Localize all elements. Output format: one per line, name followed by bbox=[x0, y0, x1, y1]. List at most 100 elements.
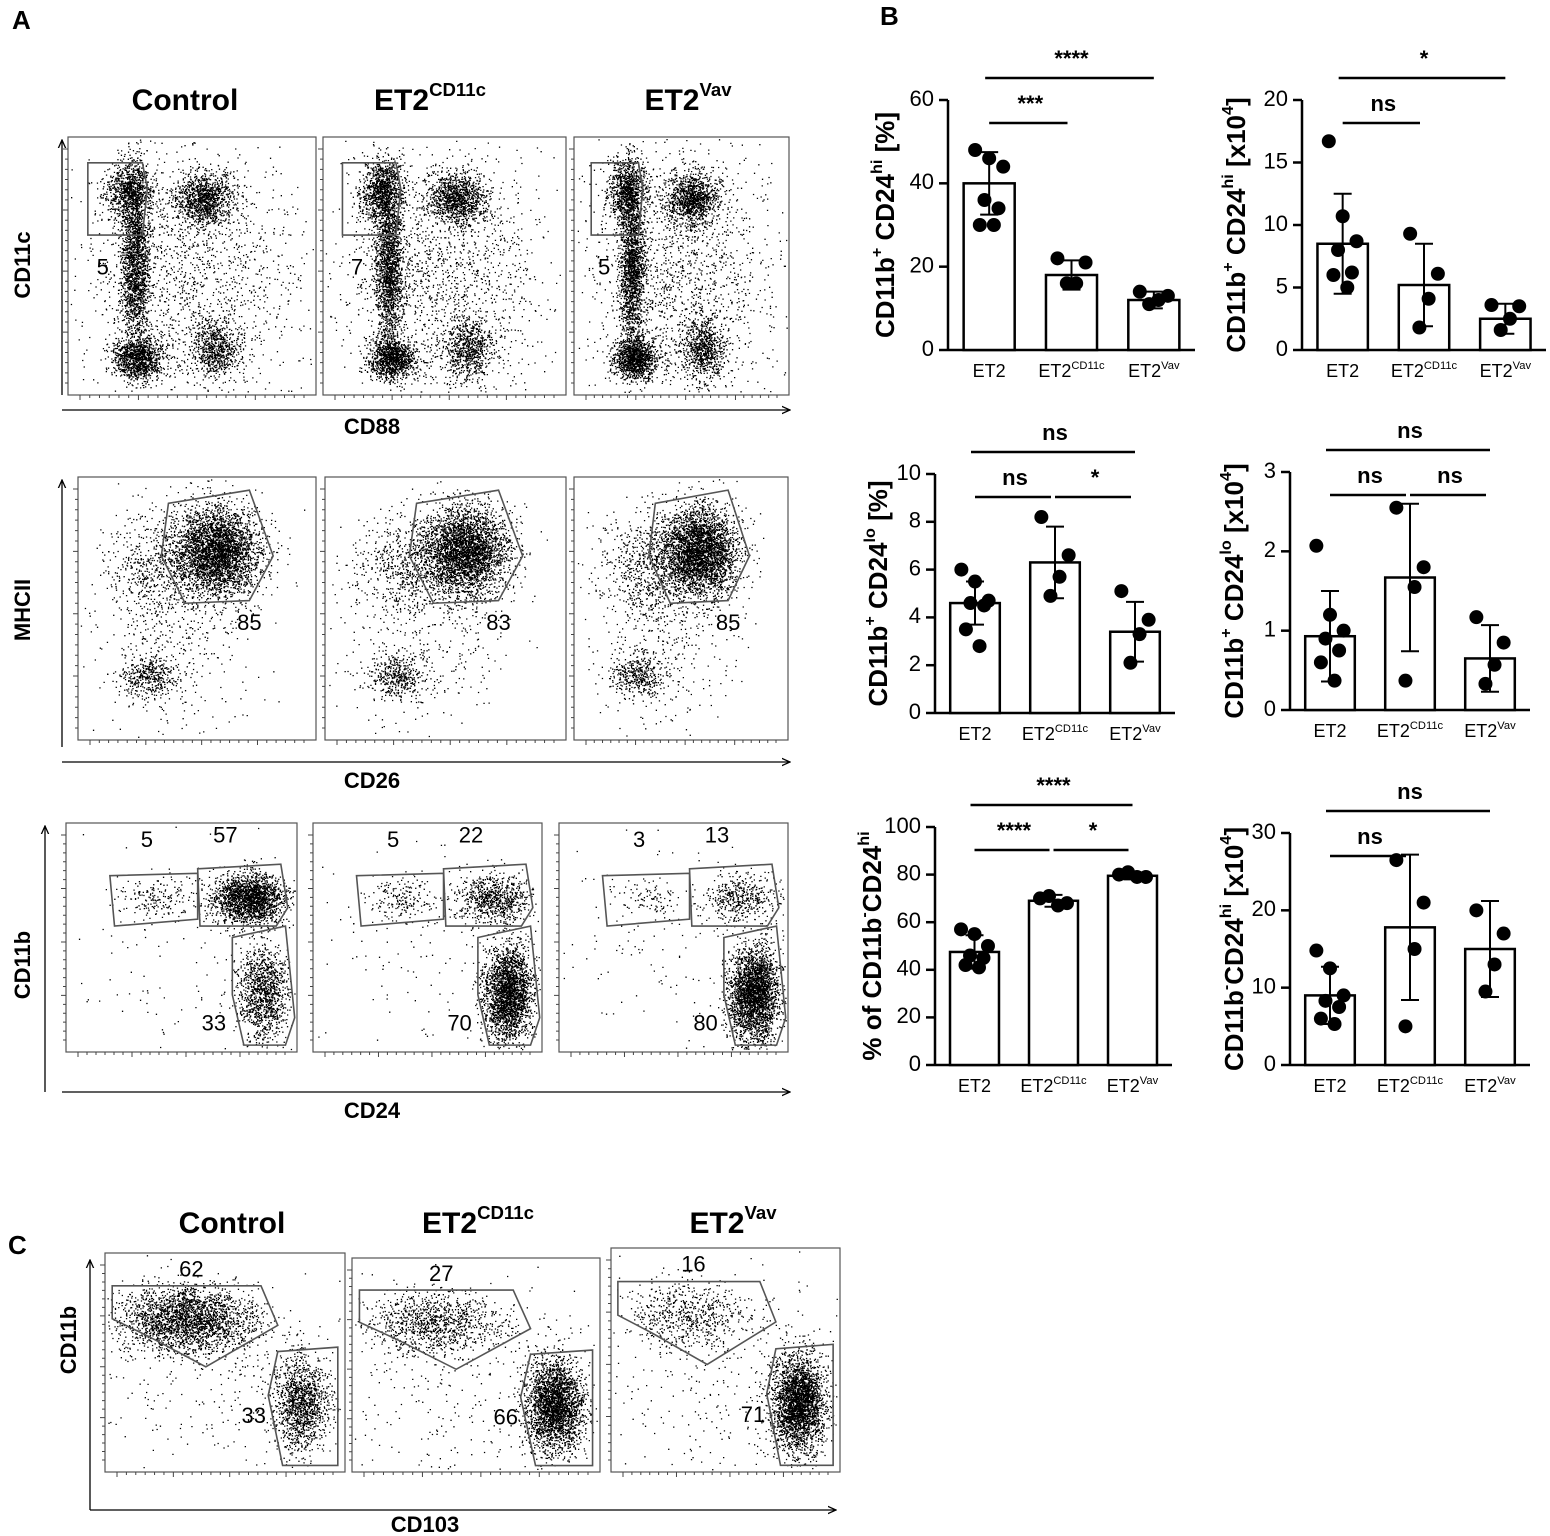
minor-ticks bbox=[100, 1264, 334, 1477]
data-point bbox=[1318, 993, 1333, 1008]
gate bbox=[109, 872, 199, 927]
gate bbox=[355, 872, 445, 927]
x-tick-label-sup: CD11c bbox=[1071, 360, 1105, 372]
y-axis-label-part: + bbox=[868, 248, 886, 257]
y-tick-label: 100 bbox=[884, 813, 921, 838]
y-axis-label: CD11c bbox=[10, 231, 35, 298]
data-point bbox=[1421, 291, 1436, 306]
data-point bbox=[1132, 627, 1147, 642]
plot-frame bbox=[351, 1257, 601, 1473]
data-point bbox=[1078, 255, 1093, 270]
gate-value: 22 bbox=[459, 823, 483, 848]
error-bar bbox=[1401, 853, 1419, 1002]
error-bar bbox=[1401, 502, 1419, 653]
data-point bbox=[963, 596, 978, 611]
significance-label: **** bbox=[1036, 773, 1071, 798]
minor-ticks bbox=[63, 148, 305, 400]
significance-label: ns bbox=[1397, 779, 1423, 804]
gate-value: 5 bbox=[141, 827, 153, 852]
data-point bbox=[1398, 673, 1413, 688]
data-point bbox=[1332, 643, 1347, 658]
gate-value: 5 bbox=[598, 254, 610, 279]
data-point bbox=[1132, 284, 1147, 299]
column-title-base: ET2 bbox=[689, 1207, 744, 1240]
data-point bbox=[991, 201, 1006, 216]
gate-value: 85 bbox=[237, 610, 261, 635]
y-axis-label-part: [x10 bbox=[1219, 481, 1249, 540]
significance-label: **** bbox=[1054, 46, 1089, 71]
data-point bbox=[958, 958, 973, 973]
significance-label: * bbox=[1089, 818, 1098, 843]
x-tick-label-base: ET2 bbox=[1313, 721, 1346, 741]
y-tick-label: 30 bbox=[1252, 819, 1276, 844]
minor-ticks bbox=[569, 488, 777, 745]
y-axis-label: CD11b+ CD24hi [%] bbox=[868, 112, 900, 338]
y-axis-label-part: CD24 bbox=[1221, 188, 1251, 262]
minor-ticks bbox=[61, 834, 286, 1057]
x-tick-label: ET2Vav bbox=[1109, 723, 1161, 744]
x-tick-label-base: ET2 bbox=[1107, 1076, 1140, 1096]
data-point bbox=[977, 598, 992, 613]
significance-label: * bbox=[1091, 465, 1100, 490]
x-tick-label-base: ET2 bbox=[1377, 721, 1410, 741]
gate bbox=[231, 925, 296, 1046]
significance-label: ns bbox=[1357, 824, 1383, 849]
y-axis-label: CD11b+ CD24lo [x104] bbox=[1217, 463, 1249, 718]
y-axis-label-part: - bbox=[1217, 985, 1235, 990]
x-tick-label-base: ET2 bbox=[1109, 724, 1142, 744]
y-axis-label-part: 4 bbox=[1217, 836, 1235, 845]
x-tick-label: ET2 bbox=[958, 1076, 991, 1096]
y-axis-label-part: CD24 bbox=[1219, 918, 1249, 985]
column-title: Control bbox=[132, 84, 239, 117]
plot-frame bbox=[322, 136, 567, 396]
significance-label: ns bbox=[1002, 465, 1028, 490]
y-axis-label-part: 4 bbox=[1219, 106, 1237, 115]
bar bbox=[948, 950, 1001, 1067]
y-axis-label-part: + bbox=[861, 616, 879, 625]
data-point bbox=[1059, 276, 1074, 291]
column-title-base: ET2 bbox=[644, 84, 699, 117]
x-tick-label-sup: Vav bbox=[1513, 360, 1532, 372]
gate bbox=[765, 1343, 834, 1467]
gate bbox=[519, 1349, 594, 1467]
y-tick-label: 10 bbox=[897, 460, 921, 485]
data-point bbox=[954, 922, 969, 937]
events bbox=[613, 1251, 838, 1471]
gate bbox=[111, 1285, 279, 1368]
events bbox=[325, 140, 561, 393]
gate bbox=[267, 1346, 339, 1467]
y-axis-label-part: CD24 bbox=[1219, 554, 1249, 628]
data-point bbox=[1403, 226, 1418, 241]
column-title-sup: CD11c bbox=[429, 79, 486, 100]
x-tick-label-sup: CD11c bbox=[1055, 723, 1089, 735]
plot-frame bbox=[77, 476, 317, 741]
gate-value: 57 bbox=[213, 823, 237, 848]
y-tick-label: 2 bbox=[909, 651, 921, 676]
x-tick-label: ET2 bbox=[958, 724, 991, 744]
data-point bbox=[967, 927, 982, 942]
gate-value: 16 bbox=[681, 1252, 705, 1277]
y-axis-label: CD11b bbox=[10, 931, 35, 999]
x-tick-label-base: ET2 bbox=[1020, 1076, 1053, 1096]
panel-label: A bbox=[12, 5, 31, 35]
gate-value: 3 bbox=[633, 827, 645, 852]
x-tick-label-sup: Vav bbox=[1161, 360, 1180, 372]
column-title: ET2Vav bbox=[644, 79, 732, 117]
gate-value: 83 bbox=[486, 610, 510, 635]
y-axis-label-part: ] bbox=[1221, 97, 1251, 106]
data-point bbox=[1416, 895, 1431, 910]
gate bbox=[601, 872, 691, 927]
bar bbox=[1027, 899, 1080, 1067]
data-point bbox=[1309, 538, 1324, 553]
x-tick-label: ET2CD11c bbox=[1038, 360, 1105, 381]
y-tick-label: 10 bbox=[1252, 973, 1276, 998]
y-axis-label-part: ] bbox=[1219, 463, 1249, 472]
gate-value: 5 bbox=[97, 254, 109, 279]
data-point bbox=[1336, 988, 1351, 1003]
x-tick-label-base: ET2 bbox=[1480, 361, 1513, 381]
x-tick-label-sup: Vav bbox=[1497, 720, 1516, 732]
minor-ticks bbox=[569, 148, 778, 400]
gate bbox=[408, 489, 524, 605]
y-tick-label: 3 bbox=[1264, 458, 1276, 483]
